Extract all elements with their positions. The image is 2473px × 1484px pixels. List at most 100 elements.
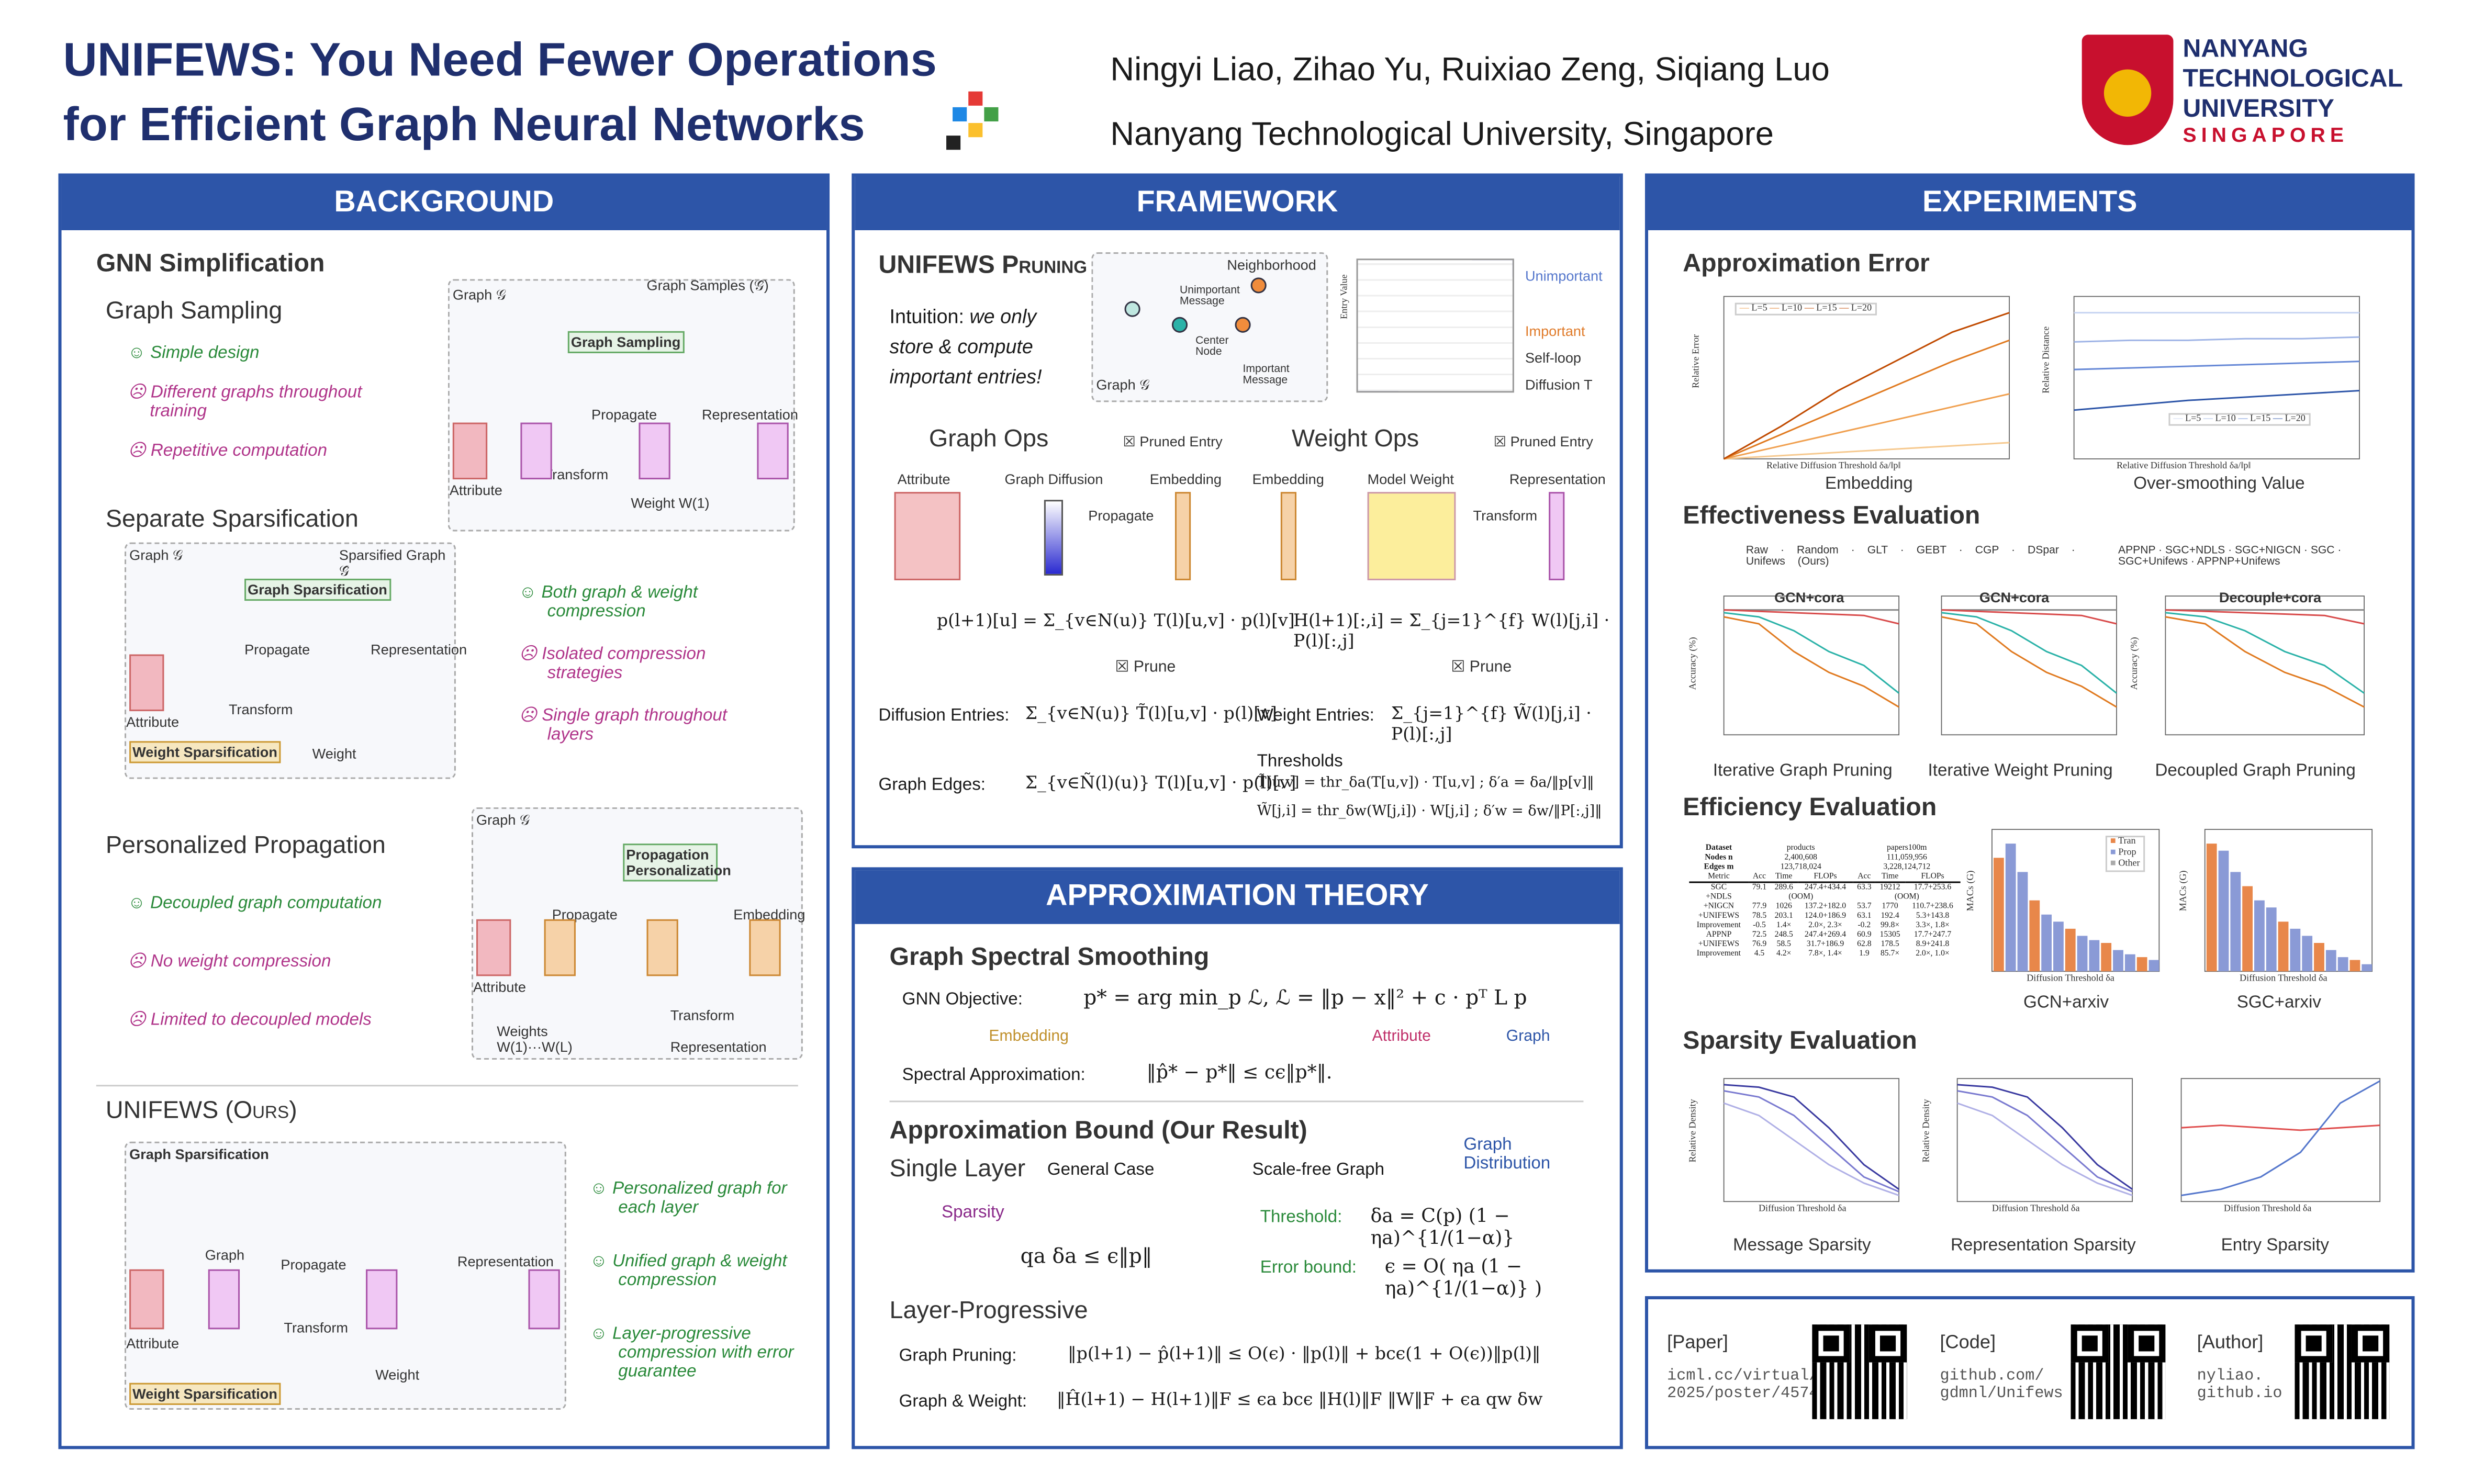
plot-frame: [1956, 1078, 2133, 1202]
plot-frame: [1991, 829, 2160, 972]
pro-point: ☺ Simple design: [128, 343, 260, 363]
paper-link[interactable]: [Paper] icml.cc/virtual/ 2025/poster/4574…: [1667, 1331, 1828, 1403]
plot-frame: [2180, 1078, 2381, 1202]
bar: [2362, 964, 2373, 972]
title-line-1: UNIFEWS: You Need Fewer Operations: [63, 35, 937, 87]
series-line: [1724, 1090, 1899, 1193]
efficiency-table: Dataset products papers100m Nodes n 2,400,60…: [1689, 844, 1961, 959]
effectiveness-legend-1: Raw · Random · GLT · GEBT · CGP · DSpar …: [1745, 545, 2075, 568]
subsection-title: Personalized Propagation: [105, 833, 386, 860]
series-line: [1724, 1102, 1899, 1196]
plot-frame: [1941, 595, 2117, 736]
bar-legend: ■ Tran ■ Prop ■ Other: [2105, 836, 2145, 872]
table-row: APPNP 72.5 248.5 247.4+269.4 60.9 15305 17.7+2…: [1706, 930, 1952, 940]
author-link[interactable]: [Author] nyliao. github.io: [2197, 1331, 2282, 1403]
table-header-row: Nodes n 2,400,608 111,059,956: [1705, 853, 1927, 863]
con-point: ☹ Repetitive computation: [128, 441, 328, 460]
author-block: Ningyi Liao, Zihao Yu, Ruixiao Zeng, Siq…: [1110, 38, 1829, 167]
series-line: [2165, 612, 2365, 694]
y-axis-label: Relative Density: [1922, 1099, 1932, 1163]
bar: [2077, 936, 2088, 972]
plot-frame: [2165, 595, 2365, 736]
bar: [2101, 943, 2112, 972]
bar: [2065, 928, 2076, 972]
crest-icon: [2082, 35, 2174, 145]
sampling-figure: Graph 𝒢 Graph Samples (𝒢̂) Graph Samplin…: [447, 277, 798, 532]
x-axis-label: Relative Diffusion Threshold δa/‖p‖: [2116, 462, 2251, 472]
x-axis-label: Diffusion Threshold δa: [1991, 1205, 2080, 1215]
code-qr-code[interactable]: [2071, 1324, 2166, 1420]
series-line: [2181, 1080, 2380, 1196]
table-header-row: Dataset products papers100m: [1705, 844, 1927, 853]
bar: [2017, 872, 2028, 972]
plot-frame: [2073, 296, 2360, 459]
code-link[interactable]: [Code] github.com/ gdmnl/Unifews: [1940, 1331, 2063, 1403]
bar: [2325, 950, 2336, 972]
bar: [2337, 957, 2348, 972]
series-line: [2074, 390, 2360, 411]
bar: [2136, 957, 2147, 972]
effectiveness-legend-2: APPNP · SGC+NDLS · SGC+NIGCN · SGC · SGC…: [2118, 545, 2342, 568]
x-axis-label: Relative Diffusion Threshold δa/‖p‖: [1766, 462, 1901, 472]
author-qr-code[interactable]: [2295, 1324, 2390, 1420]
bar: [2302, 936, 2313, 972]
plot-frame: [1723, 1078, 1900, 1202]
series-line: [2074, 336, 2360, 343]
series-line: [1957, 1084, 2133, 1190]
poster-title: UNIFEWS: You Need Fewer Operations for Ef…: [63, 28, 937, 158]
x-axis-label: Diffusion Threshold δa: [2240, 974, 2327, 984]
subsection-title: Separate Sparsification: [105, 506, 359, 533]
series-line: [1724, 1084, 1899, 1190]
bar: [2349, 960, 2360, 972]
logo-squares-icon: [946, 91, 1003, 152]
weight-ops-title: Weight Ops: [1291, 425, 1419, 453]
bar: [2230, 872, 2241, 972]
table-row: +NIGCN 77.9 1026 137.2+182.0 53.7 1770 110.7+2…: [1703, 902, 1953, 912]
unifews-figure: Graph Sparsification Weight Sparsificati…: [125, 1141, 566, 1410]
bar: [2314, 943, 2324, 972]
table-header-row: Edges m 123,718,024 3,228,124,712: [1704, 862, 1931, 872]
series-line: [1957, 1102, 2133, 1196]
series-line: [1724, 393, 2010, 460]
series-line: [1724, 609, 1899, 625]
points-list: ☺ Decoupled graph computation ☹ No weigh…: [128, 894, 382, 1030]
table-row: +UNIFEWS 78.5 203.1 124.0+186.9 63.1 192.4 5.3…: [1698, 911, 1950, 921]
logo-text: NANYANG TECHNOLOGICAL UNIVERSITY: [2183, 36, 2403, 123]
points-list: ☺ Personalized graph for each layer ☺ Un…: [590, 1179, 794, 1381]
iterative-weight-pruning-chart: [1941, 595, 2117, 736]
entry-value-label: Entry Value: [1340, 274, 1350, 319]
section-title: Efficiency Evaluation: [1683, 794, 1937, 822]
table-metric-row: Metric Acc Time FLOPs Acc Time FLOPs: [1689, 872, 1961, 882]
plot-frame: [2204, 829, 2373, 972]
ntu-logo: NANYANG TECHNOLOGICAL UNIVERSITY SINGAPOR…: [2082, 31, 2413, 150]
affiliation: Nanyang Technological University, Singap…: [1110, 116, 1774, 153]
panel-heading: APPROXIMATION THEORY: [855, 870, 1620, 924]
series-line: [1724, 442, 2010, 460]
bar: [2206, 844, 2217, 972]
points-list: ☺ Both graph & weight compression ☹ Isol…: [519, 583, 728, 745]
series-line: [1941, 612, 2117, 694]
y-axis-label: Relative Distance: [2042, 326, 2052, 394]
series-line: [1941, 616, 2117, 708]
plot-frame: [1723, 296, 2010, 459]
experiments-panel: EXPERIMENTS Approximation Error Relative…: [1644, 173, 2415, 1273]
bar: [2041, 914, 2052, 972]
table-row: SGC 79.1 289.6 247.4+434.4 63.3 19212 17.7+253…: [1710, 883, 1952, 893]
section-title: Approximation Error: [1683, 251, 1930, 278]
bar: [2149, 960, 2159, 972]
section-title: UNIFEWS Pruning: [878, 252, 1088, 279]
approx-error-chart: [1723, 296, 2010, 460]
series-line: [2165, 609, 2365, 625]
y-axis-label: Relative Density: [1689, 1099, 1699, 1163]
paper-qr-code[interactable]: [1812, 1324, 1907, 1420]
title-line-2: for Efficient Graph Neural Networks: [63, 99, 865, 152]
x-axis-label: Diffusion Threshold δa: [2223, 1205, 2312, 1215]
points-list: ☺ Simple design ☹ Different graphs throu…: [128, 344, 380, 460]
background-panel: BACKGROUND GNN Simplification Graph Samp…: [58, 173, 830, 1449]
message-sparsity-chart: [1723, 1078, 1900, 1202]
subsection-title: UNIFEWS (Ours): [105, 1097, 297, 1125]
bar: [2029, 900, 2040, 972]
oversmoothing-chart: [2073, 296, 2360, 459]
graph-figure: Neighborhood Unimportant Message Center …: [1091, 252, 1328, 402]
bar: [1993, 858, 2004, 972]
